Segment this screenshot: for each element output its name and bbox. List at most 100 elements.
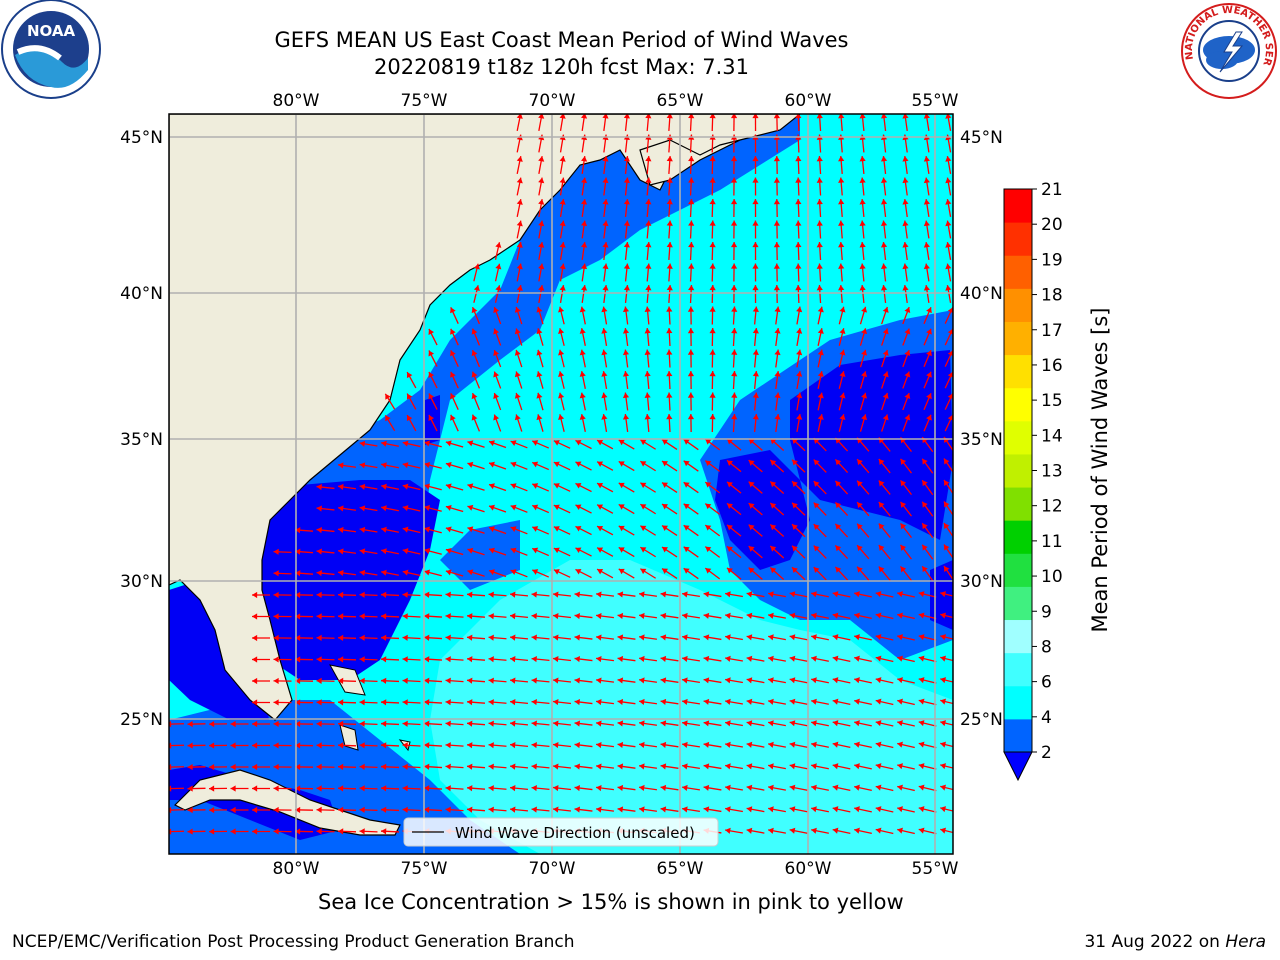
wind-arrow-head — [536, 349, 543, 356]
wind-arrow-head — [602, 177, 609, 184]
wind-arrow-head — [731, 328, 738, 334]
wind-arrow-head — [295, 548, 301, 555]
wind-arrow-head — [861, 392, 868, 399]
wind-arrow-head — [703, 591, 710, 598]
wind-arrow-head — [709, 199, 716, 205]
wind-arrow-head — [943, 458, 950, 465]
wind-arrow-head — [792, 545, 798, 552]
wind-arrow-head — [922, 458, 928, 465]
wind-arrow-head — [682, 763, 688, 770]
wind-arrow-head — [752, 371, 759, 377]
colorbar-tick-label: 20 — [1041, 215, 1063, 235]
wind-arrow-head — [450, 414, 456, 421]
wind-arrow-head — [450, 350, 456, 357]
wind-arrow-head — [752, 349, 759, 355]
wind-arrow-head — [510, 720, 516, 727]
wind-arrow-head — [943, 523, 950, 530]
wind-arrow-head — [878, 566, 885, 573]
wind-arrow-head — [897, 655, 903, 662]
wind-arrow-head — [645, 156, 652, 162]
wind-arrow-head — [705, 460, 712, 467]
wind-arrow-head — [639, 763, 645, 770]
chart-title: GEFS MEAN US East Coast Mean Period of W… — [274, 28, 849, 52]
wind-arrow-head — [832, 763, 839, 770]
wind-arrow-head — [878, 545, 885, 551]
wind-arrow-head — [489, 440, 495, 447]
wind-arrow-head — [709, 114, 716, 119]
wind-arrow-head — [773, 199, 781, 205]
wind-arrow-head — [580, 156, 588, 162]
wind-arrow-head — [531, 785, 537, 792]
wind-arrow-head — [639, 741, 645, 749]
wind-arrow-head — [531, 806, 537, 813]
wind-arrow-head — [488, 634, 494, 641]
wind-arrow-head — [882, 328, 889, 335]
wind-arrow-head — [402, 591, 408, 598]
wind-arrow-head — [428, 414, 435, 421]
wind-arrow-head — [618, 461, 625, 467]
wind-arrow-head — [639, 784, 645, 792]
lat-label: 25°N — [960, 710, 1003, 730]
wind-arrow-head — [943, 501, 950, 508]
wind-arrow-head — [666, 392, 673, 398]
wind-arrow-head — [861, 328, 868, 335]
colorbar-tick-label: 2 — [1041, 743, 1052, 763]
wind-arrow-head — [811, 741, 817, 748]
wind-arrow-head — [900, 480, 907, 487]
wind-arrow-head — [558, 414, 565, 420]
wind-arrow-head — [660, 591, 667, 598]
wind-arrow-head — [618, 525, 625, 532]
wind-arrow-head — [209, 806, 215, 814]
wind-arrow-head — [705, 525, 712, 531]
wind-arrow-head — [900, 501, 907, 508]
wind-arrow-head — [467, 763, 473, 770]
wind-arrow-head — [623, 177, 630, 183]
wind-arrow-head — [666, 220, 673, 226]
wind-arrow-head — [918, 591, 925, 598]
wind-arrow-head — [536, 328, 543, 335]
wind-arrow-head — [445, 720, 451, 727]
footer-date-text: 31 Aug 2022 on — [1084, 932, 1226, 952]
wind-arrow-head — [467, 547, 474, 554]
wind-arrow-head — [666, 414, 673, 420]
wind-arrow-head — [660, 720, 667, 727]
wind-arrow-head — [493, 307, 500, 313]
wind-arrow-head — [338, 613, 344, 620]
wind-arrow-head — [558, 349, 565, 356]
wind-arrow-head — [516, 199, 523, 205]
wind-arrow-head — [489, 526, 495, 533]
wind-arrow-head — [424, 440, 431, 447]
wind-arrow-head — [553, 547, 560, 554]
land-north-america — [169, 114, 801, 721]
wind-arrow-head — [639, 806, 645, 813]
wind-arrow-head — [816, 177, 823, 183]
wind-arrow-head — [940, 784, 947, 791]
wind-arrow-head — [923, 242, 930, 248]
wind-arrow-head — [796, 414, 803, 420]
wind-arrow-head — [926, 328, 932, 335]
wind-arrow-head — [816, 199, 823, 205]
wind-arrow-head — [832, 655, 839, 662]
wind-arrow-head — [209, 828, 215, 835]
wind-arrow-head — [645, 242, 652, 248]
wind-arrow-head — [748, 524, 755, 531]
wind-arrow-head — [882, 414, 889, 421]
wind-arrow-head — [839, 349, 846, 356]
chart-subtitle: 20220819 t18z 120h fcst Max: 7.31 — [374, 55, 749, 79]
wind-arrow-head — [493, 328, 500, 335]
wind-arrow-head — [597, 482, 604, 489]
wind-arrow-head — [510, 504, 517, 511]
wind-arrow-head — [792, 502, 798, 509]
wind-arrow-head — [622, 306, 630, 313]
wind-arrow-head — [725, 698, 731, 705]
wind-arrow-head — [683, 568, 690, 574]
wind-arrow-head — [559, 114, 566, 119]
wind-arrow-head — [580, 177, 588, 184]
wind-arrow-head — [488, 742, 494, 749]
wind-arrow-head — [839, 371, 846, 378]
wind-arrow-head — [559, 156, 566, 162]
wind-arrow-head — [839, 306, 846, 313]
wind-arrow-head — [748, 460, 755, 466]
wind-arrow-head — [467, 699, 473, 706]
wind-arrow-head — [746, 720, 753, 727]
